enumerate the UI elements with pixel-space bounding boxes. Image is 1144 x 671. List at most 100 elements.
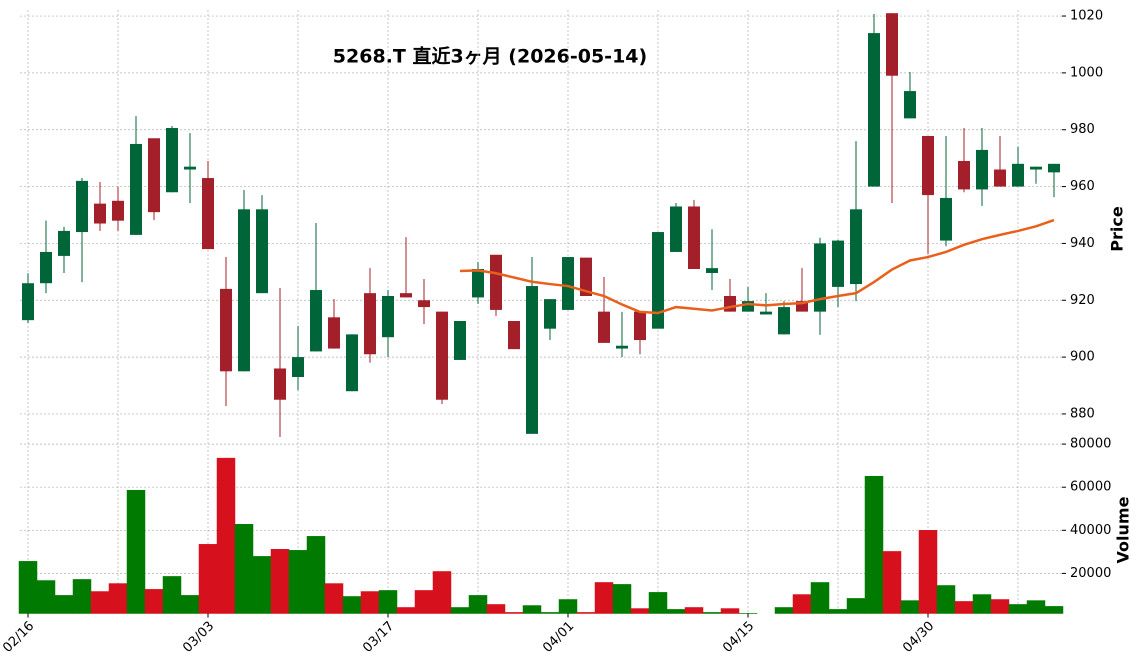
volume-bar (144, 589, 164, 614)
candle-body (580, 257, 592, 296)
candle-body (562, 257, 574, 310)
volume-bar (216, 457, 236, 614)
volume-bar (468, 595, 488, 614)
volume-bar (90, 591, 110, 614)
volume-bar (774, 607, 794, 614)
volume-bar (126, 489, 146, 614)
volume-bar (378, 590, 398, 614)
candle-body (904, 91, 916, 119)
y2-tick-label: 20000 (1070, 566, 1111, 581)
volume-bar (342, 596, 362, 614)
volume-bar (828, 609, 848, 614)
candle-body (598, 311, 610, 343)
candle-body (310, 290, 322, 352)
volume-bar (162, 576, 182, 614)
y2-axis-label: Volume (1114, 496, 1133, 563)
volume-bar (810, 582, 830, 614)
y-tick-label: 980 (1070, 122, 1095, 137)
volume-bar (882, 551, 902, 614)
candle-body (922, 135, 934, 196)
y2-tick-label: 80000 (1070, 437, 1111, 452)
volume-bar (522, 605, 542, 614)
x-tick-label: 02/16 (0, 619, 37, 656)
chart-title: 5268.T 直近3ヶ月 (2026-05-14) (333, 45, 647, 68)
volume-bar (360, 591, 380, 614)
candle-body (652, 232, 664, 329)
volume-bar (954, 601, 974, 614)
y-tick-label: 880 (1070, 406, 1095, 421)
candle-body (508, 321, 520, 350)
candle-body (742, 301, 754, 312)
volume-bar (666, 609, 686, 614)
volume-bar (846, 598, 866, 614)
candle-body (166, 128, 178, 193)
volume-bar (198, 544, 218, 614)
x-tick-label: 04/15 (720, 619, 757, 656)
volume-bar (432, 571, 452, 614)
volume-bar (540, 612, 560, 614)
candle-body (220, 288, 232, 372)
x-tick-label: 04/01 (540, 619, 577, 656)
volume-bar (702, 612, 722, 614)
volume-bar (1044, 606, 1064, 614)
y-tick-label: 1020 (1070, 9, 1103, 24)
volume-bar (1026, 600, 1046, 614)
candle-body (418, 300, 430, 308)
candle-body (526, 286, 538, 434)
volume-bar (54, 595, 74, 614)
volume-bar (288, 550, 308, 614)
candle-body (1048, 163, 1060, 173)
candle-body (472, 268, 484, 298)
candle-body (760, 311, 772, 315)
volume-bar (684, 607, 704, 614)
volume-bar (234, 524, 254, 614)
x-tick-label: 03/17 (360, 619, 397, 656)
volume-bar (72, 579, 92, 614)
volume-bar (792, 594, 812, 614)
candle-body (688, 206, 700, 269)
candle-body (490, 254, 502, 310)
candle-body (1030, 166, 1042, 170)
y-tick-label: 1000 (1070, 65, 1103, 80)
volume-bar (324, 583, 344, 614)
volume-bar (648, 592, 668, 614)
volume-bar (576, 612, 596, 614)
volume-bar (990, 599, 1010, 614)
candle-body (724, 295, 736, 312)
y-tick-label: 920 (1070, 293, 1095, 308)
volume-bar (396, 607, 416, 614)
candle-body (796, 301, 808, 312)
candle-body (778, 307, 790, 335)
candle-body (706, 268, 718, 273)
candle-body (202, 178, 214, 250)
volume-bar (180, 595, 200, 614)
candle-body (454, 321, 466, 360)
volume-bar (1008, 604, 1028, 614)
x-tick-label: 04/30 (900, 619, 937, 656)
candle-body (436, 311, 448, 400)
candle-body (382, 295, 394, 338)
volume-bar (720, 608, 740, 614)
volume-bar (36, 580, 56, 614)
candle-body (256, 209, 268, 294)
candle-body (238, 209, 250, 372)
volume-bar (612, 584, 632, 614)
volume-bar (558, 599, 578, 614)
candle-body (148, 138, 160, 213)
candle-body (940, 197, 952, 241)
candle-body (850, 209, 862, 285)
volume-bar (270, 549, 290, 614)
candle-body (616, 345, 628, 349)
y2-tick-label: 40000 (1070, 523, 1111, 538)
candle-body (958, 160, 970, 190)
candle-body (364, 293, 376, 355)
volume-bar (306, 536, 326, 614)
candle-body (814, 243, 826, 312)
candle-body (1012, 163, 1024, 187)
candle-body (868, 33, 880, 187)
candle-body (994, 169, 1006, 187)
y-tick-label: 900 (1070, 350, 1095, 365)
candle-body (40, 251, 52, 284)
candle-body (274, 368, 286, 400)
